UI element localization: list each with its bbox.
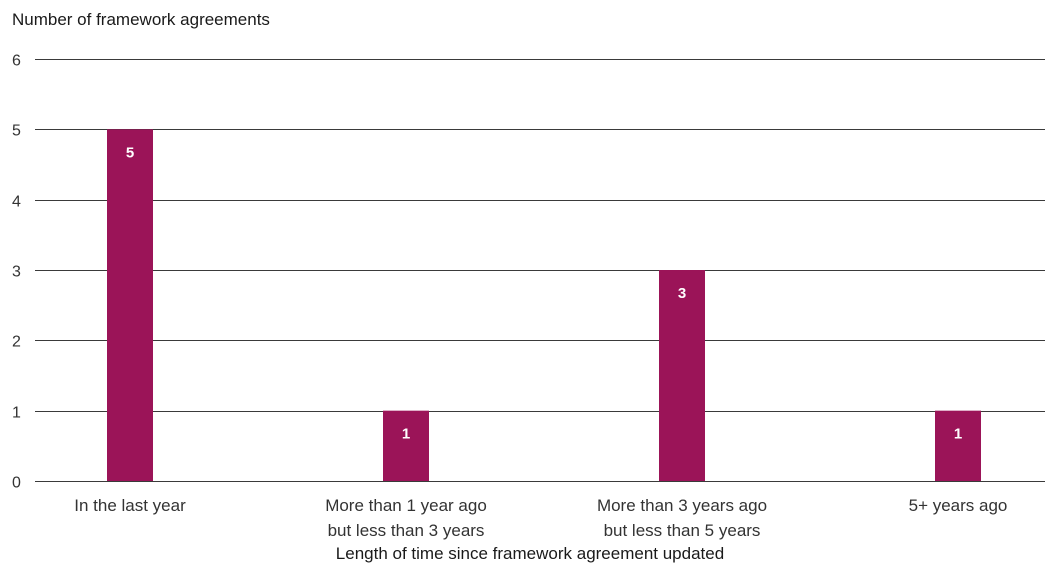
y-tick-label: 5 <box>12 123 21 140</box>
data-label: 3 <box>678 285 686 302</box>
y-tick-label: 0 <box>12 475 21 492</box>
category-label: More than 3 years ago <box>597 496 767 515</box>
y-tick-label: 2 <box>12 334 21 351</box>
data-label: 1 <box>402 426 410 443</box>
y-axis-title: Number of framework agreements <box>12 10 270 29</box>
bars <box>107 129 981 482</box>
data-label: 1 <box>954 426 962 443</box>
bar <box>383 410 429 481</box>
y-tick-label: 1 <box>12 405 21 422</box>
category-label: 5+ years ago <box>909 496 1008 515</box>
category-label: but less than 5 years <box>604 521 761 540</box>
y-tick-label: 3 <box>12 264 21 281</box>
bar <box>107 129 153 482</box>
y-tick-labels: 0 1 2 3 4 5 6 <box>12 53 21 492</box>
category-label: In the last year <box>74 496 186 515</box>
data-labels: 5 1 3 1 <box>126 144 962 442</box>
bar <box>659 270 705 481</box>
category-label: More than 1 year ago <box>325 496 487 515</box>
category-label: but less than 3 years <box>328 521 485 540</box>
x-axis-title: Length of time since framework agreement… <box>336 544 724 563</box>
bar <box>935 410 981 481</box>
category-labels: In the last year More than 1 year ago but … <box>74 496 1007 540</box>
y-tick-label: 4 <box>12 194 21 211</box>
y-tick-label: 6 <box>12 53 21 70</box>
data-label: 5 <box>126 144 134 161</box>
gridlines <box>35 59 1045 482</box>
